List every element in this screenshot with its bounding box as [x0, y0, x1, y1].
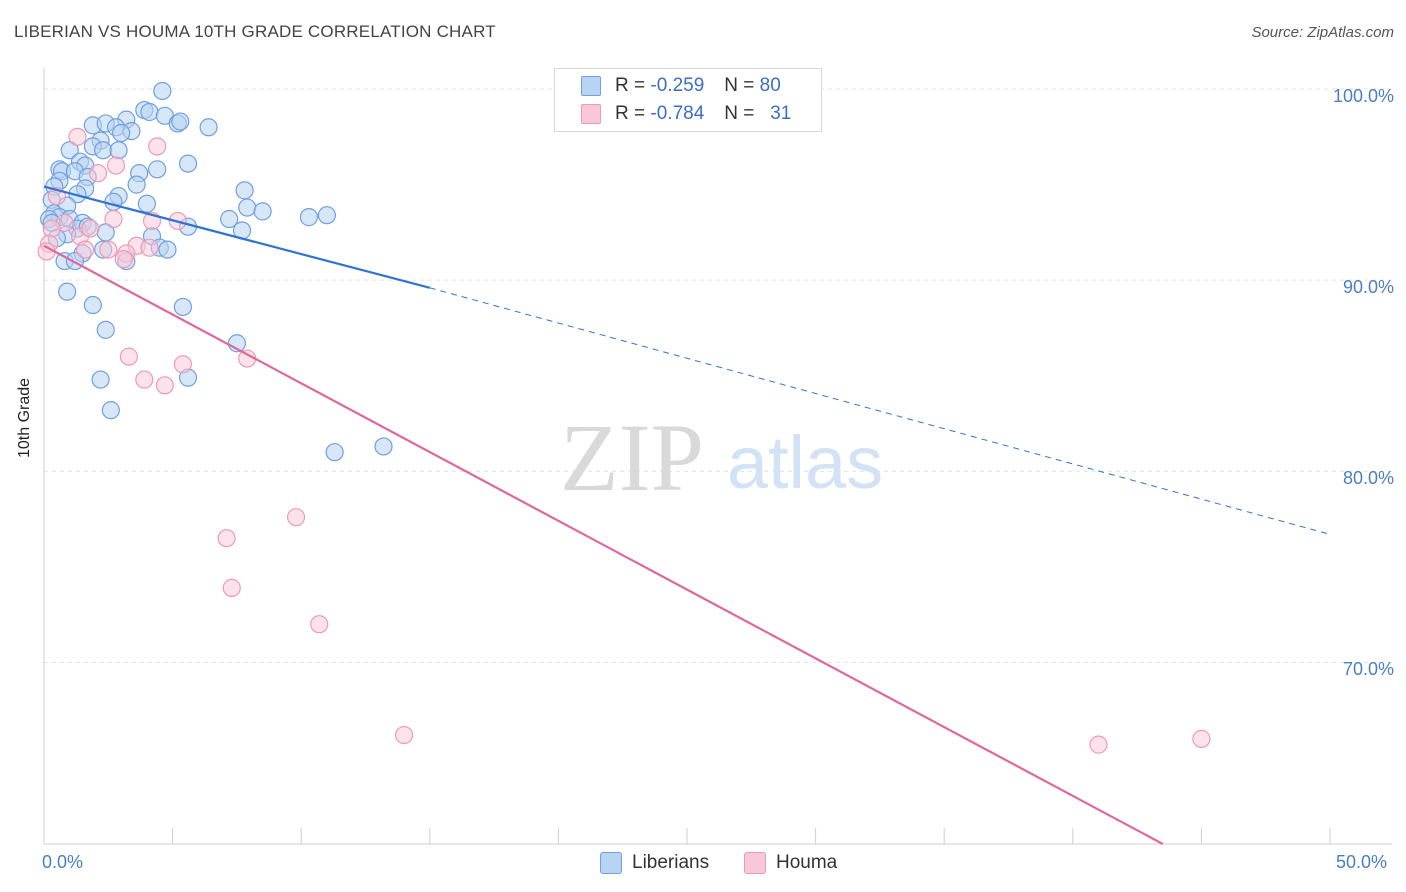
point-liberians — [127, 175, 146, 194]
point-liberians — [60, 141, 79, 160]
trend-lines — [43, 185, 1331, 845]
point-liberians — [173, 297, 192, 317]
x-tick-label-max: 50.0% — [1336, 852, 1388, 872]
trend-line-houma — [43, 244, 1164, 845]
point-houma — [81, 219, 100, 238]
point-houma — [1089, 735, 1108, 754]
point-liberians — [171, 112, 190, 131]
axes — [43, 68, 1392, 845]
stats-n-value: 80 — [759, 75, 781, 96]
stats-n-value: 31 — [770, 103, 792, 124]
point-houma — [68, 127, 87, 146]
watermark: ZIP atlas — [560, 404, 883, 511]
gridlines — [44, 88, 1392, 663]
legend-swatch-houma — [744, 852, 766, 874]
y-tick-label-100: 100.0% — [1332, 86, 1394, 106]
point-liberians — [178, 154, 198, 173]
stats-r-value: -0.784 — [650, 103, 705, 124]
point-liberians — [101, 401, 120, 420]
point-liberians — [137, 194, 156, 213]
point-houma — [217, 529, 236, 548]
point-houma — [310, 615, 329, 634]
point-houma — [114, 250, 133, 269]
point-liberians — [299, 208, 319, 227]
point-houma — [148, 137, 167, 156]
point-houma — [76, 240, 95, 259]
y-axis-label: 10th Grade — [16, 377, 33, 458]
stats-swatch-houma — [581, 104, 601, 124]
watermark-zip: ZIP — [560, 404, 704, 511]
point-liberians — [91, 370, 110, 389]
point-liberians — [199, 118, 218, 137]
point-liberians — [112, 123, 131, 143]
trend-line-liberians-extension — [429, 287, 1331, 535]
legend-label-houma: Houma — [776, 852, 838, 873]
point-houma — [394, 725, 414, 745]
point-houma — [135, 370, 154, 389]
watermark-atlas: atlas — [727, 421, 883, 504]
point-houma — [173, 355, 192, 374]
point-liberians — [153, 81, 172, 101]
point-liberians — [148, 160, 167, 179]
chart-legend: Liberians Houma — [0, 852, 1406, 878]
legend-item-liberians[interactable]: Liberians — [600, 852, 709, 874]
stats-swatch-liberians — [581, 76, 601, 96]
stats-r-value: -0.259 — [650, 75, 705, 96]
point-houma — [88, 164, 108, 183]
point-liberians — [58, 282, 77, 301]
point-liberians — [109, 141, 128, 160]
trend-line-liberians — [43, 185, 431, 289]
point-houma — [104, 209, 123, 229]
legend-swatch-liberians — [600, 852, 622, 874]
point-houma — [99, 240, 118, 259]
point-houma — [222, 578, 241, 597]
source-credit: Source: ZipAtlas.com — [1251, 24, 1394, 41]
y-tick-label-80: 80.0% — [1342, 468, 1394, 488]
point-liberians — [104, 192, 123, 211]
point-houma — [140, 238, 159, 257]
legend-item-houma[interactable]: Houma — [744, 852, 837, 874]
point-houma — [106, 156, 126, 175]
point-liberians — [158, 240, 177, 259]
point-houma — [1192, 729, 1211, 748]
point-houma — [42, 219, 61, 238]
stats-r-label: R = — [615, 103, 646, 124]
point-liberians — [317, 206, 337, 225]
y-tick-label-70: 70.0% — [1342, 659, 1394, 679]
point-liberians — [94, 141, 113, 160]
point-liberians — [235, 181, 254, 200]
point-liberians — [238, 198, 257, 217]
stats-row-liberians: R = -0.259 N = 80 — [555, 72, 781, 100]
stats-row-houma: R = -0.784 N = 31 — [555, 100, 791, 128]
point-houma — [286, 508, 306, 527]
point-houma — [119, 347, 138, 366]
x-tick-label-min: 0.0% — [42, 852, 84, 872]
stats-n-label: N = — [724, 75, 755, 96]
point-liberians — [96, 320, 115, 339]
point-liberians — [374, 437, 393, 456]
point-liberians — [220, 209, 239, 229]
point-houma — [155, 376, 174, 395]
stats-r-label: R = — [615, 75, 646, 96]
point-liberians — [140, 102, 159, 122]
chart-title: LIBERIAN VS HOUMA 10TH GRADE CORRELATION… — [14, 22, 496, 41]
point-liberians — [253, 202, 272, 221]
legend-label-liberians: Liberians — [632, 852, 710, 873]
stats-n-label: N = — [724, 103, 755, 124]
point-liberians — [325, 443, 344, 462]
y-tick-label-90: 90.0% — [1342, 277, 1394, 297]
point-liberians — [83, 295, 102, 315]
correlation-stats-box: R = -0.259 N = 80 R = -0.784 N = 31 — [554, 68, 822, 132]
